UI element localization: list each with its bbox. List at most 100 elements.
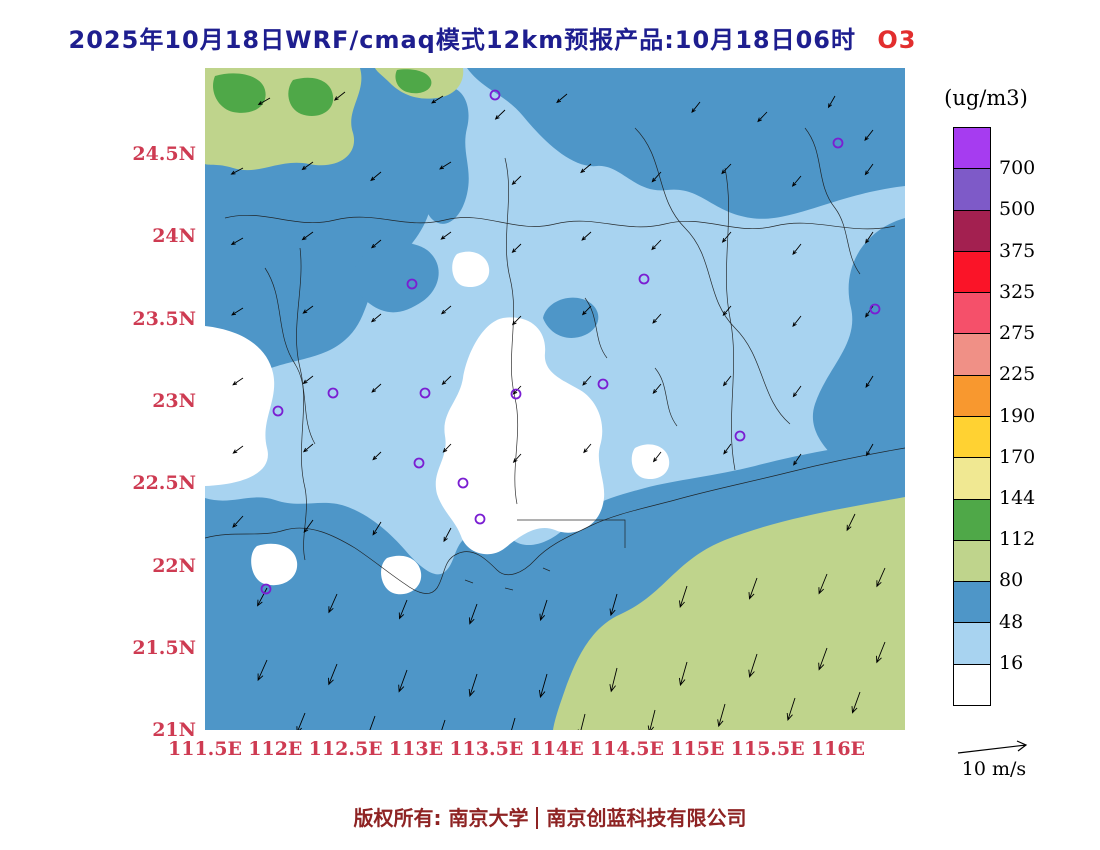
city-marker bbox=[474, 513, 486, 525]
lon-label: 115.5E bbox=[730, 738, 805, 760]
wind-arrow bbox=[792, 385, 802, 398]
lon-label: 112E bbox=[248, 738, 303, 760]
city-marker bbox=[260, 583, 272, 595]
wind-arrow bbox=[792, 243, 802, 256]
title-species: O3 bbox=[877, 26, 917, 54]
wind-arrow bbox=[511, 315, 522, 326]
colorbar-tick-label: 48 bbox=[999, 610, 1024, 633]
fill-region bbox=[553, 497, 905, 730]
colorbar-segment bbox=[954, 374, 990, 416]
wind-arrow bbox=[232, 445, 244, 454]
wind-arrow bbox=[230, 167, 244, 175]
boundary-line bbox=[804, 127, 861, 275]
colorbar-segment bbox=[954, 250, 990, 293]
colorbar-tick-label: 500 bbox=[999, 198, 1036, 221]
colorbar-segment bbox=[954, 333, 990, 375]
fill-region bbox=[353, 242, 439, 313]
colorbar-segment bbox=[954, 292, 990, 334]
fill-region bbox=[288, 77, 334, 116]
city-marker bbox=[638, 273, 650, 285]
colorbar-tick-label: 375 bbox=[999, 239, 1036, 262]
lon-label: 111.5E bbox=[168, 738, 242, 760]
city-marker bbox=[832, 137, 844, 149]
lat-label: 24.5N bbox=[132, 143, 196, 165]
wind-arrow bbox=[333, 91, 346, 101]
fill-region bbox=[205, 326, 275, 486]
colorbar-segment bbox=[954, 209, 990, 251]
colorbar-segment bbox=[954, 581, 990, 623]
wind-arrow bbox=[538, 673, 548, 699]
map-area bbox=[205, 68, 905, 730]
fill-region bbox=[452, 251, 490, 288]
wind-arrow bbox=[818, 573, 828, 595]
colorbar-tick-label: 112 bbox=[999, 528, 1036, 551]
wind-arrow bbox=[257, 659, 268, 682]
lon-label: 113E bbox=[388, 738, 444, 760]
colorbar-tick-label: 170 bbox=[999, 445, 1036, 468]
wind-arrow bbox=[440, 305, 452, 315]
city-marker bbox=[510, 388, 522, 400]
colorbar-tick-label: 16 bbox=[999, 651, 1024, 674]
map-canvas bbox=[205, 68, 905, 730]
wind-arrow bbox=[398, 669, 408, 693]
wind-arrow bbox=[748, 577, 758, 600]
wind-arrow bbox=[651, 239, 662, 251]
wind-arrow bbox=[846, 513, 856, 532]
wind-arrow bbox=[757, 111, 768, 123]
wind-arrow bbox=[494, 109, 506, 120]
wind-arrow bbox=[372, 451, 382, 461]
boundary-line bbox=[584, 297, 608, 359]
colorbar-segments bbox=[954, 128, 990, 705]
lat-label: 24N bbox=[152, 225, 196, 248]
wind-arrow bbox=[443, 527, 452, 543]
wind-arrow bbox=[441, 719, 446, 730]
boundary-line bbox=[205, 447, 905, 594]
footer-company: 南京创蓝科技有限公司 bbox=[546, 806, 747, 830]
wind-arrow bbox=[577, 713, 586, 730]
wind-arrow bbox=[257, 97, 271, 106]
colorbar-segment bbox=[954, 415, 990, 458]
wind-arrow bbox=[721, 163, 732, 175]
wind-arrow bbox=[431, 95, 444, 104]
boundary-lines bbox=[205, 127, 905, 594]
colorbar-tick-label: 700 bbox=[999, 157, 1036, 180]
wind-arrow bbox=[722, 375, 732, 387]
wind-arrow bbox=[786, 697, 796, 721]
fill-region bbox=[421, 87, 469, 224]
wind-arrow bbox=[865, 443, 874, 457]
wind-arrow bbox=[581, 305, 592, 316]
boundary-line bbox=[517, 519, 626, 548]
wind-arrow bbox=[827, 95, 836, 109]
wind-arrow bbox=[652, 451, 662, 463]
lon-label: 112.5E bbox=[308, 738, 383, 760]
wind-arrow bbox=[851, 691, 861, 714]
title-text: 2025年10月18日WRF/cmaq模式12km预报产品:10月18日06时 bbox=[68, 26, 856, 54]
wind-arrow bbox=[864, 163, 874, 176]
lon-label: 115E bbox=[670, 738, 725, 760]
wind-arrow bbox=[302, 443, 314, 453]
boundary-line bbox=[296, 247, 307, 561]
lat-label: 21.5N bbox=[132, 636, 196, 659]
wind-arrows bbox=[230, 91, 886, 730]
fill-regions bbox=[205, 68, 905, 730]
wind-arrow bbox=[230, 237, 244, 246]
wind-arrow bbox=[865, 375, 874, 388]
wind-arrow bbox=[791, 175, 802, 187]
wind-arrow bbox=[328, 593, 338, 614]
wind-arrow bbox=[865, 305, 874, 318]
boundary-line bbox=[634, 127, 791, 425]
city-marker bbox=[869, 303, 881, 315]
colorbar-tick-label: 275 bbox=[999, 322, 1036, 345]
wind-arrow bbox=[793, 453, 802, 466]
wind-arrow bbox=[580, 163, 592, 174]
city-marker bbox=[597, 378, 609, 390]
wind-arrow bbox=[468, 603, 478, 625]
fill-region bbox=[381, 555, 422, 595]
wind-arrow bbox=[652, 383, 662, 395]
fill-region bbox=[213, 73, 266, 113]
wind-arrow bbox=[303, 519, 314, 533]
wind-arrow bbox=[302, 375, 314, 385]
colorbar-segment bbox=[954, 168, 990, 210]
colorbar bbox=[953, 127, 991, 706]
wind-arrow bbox=[302, 305, 314, 314]
